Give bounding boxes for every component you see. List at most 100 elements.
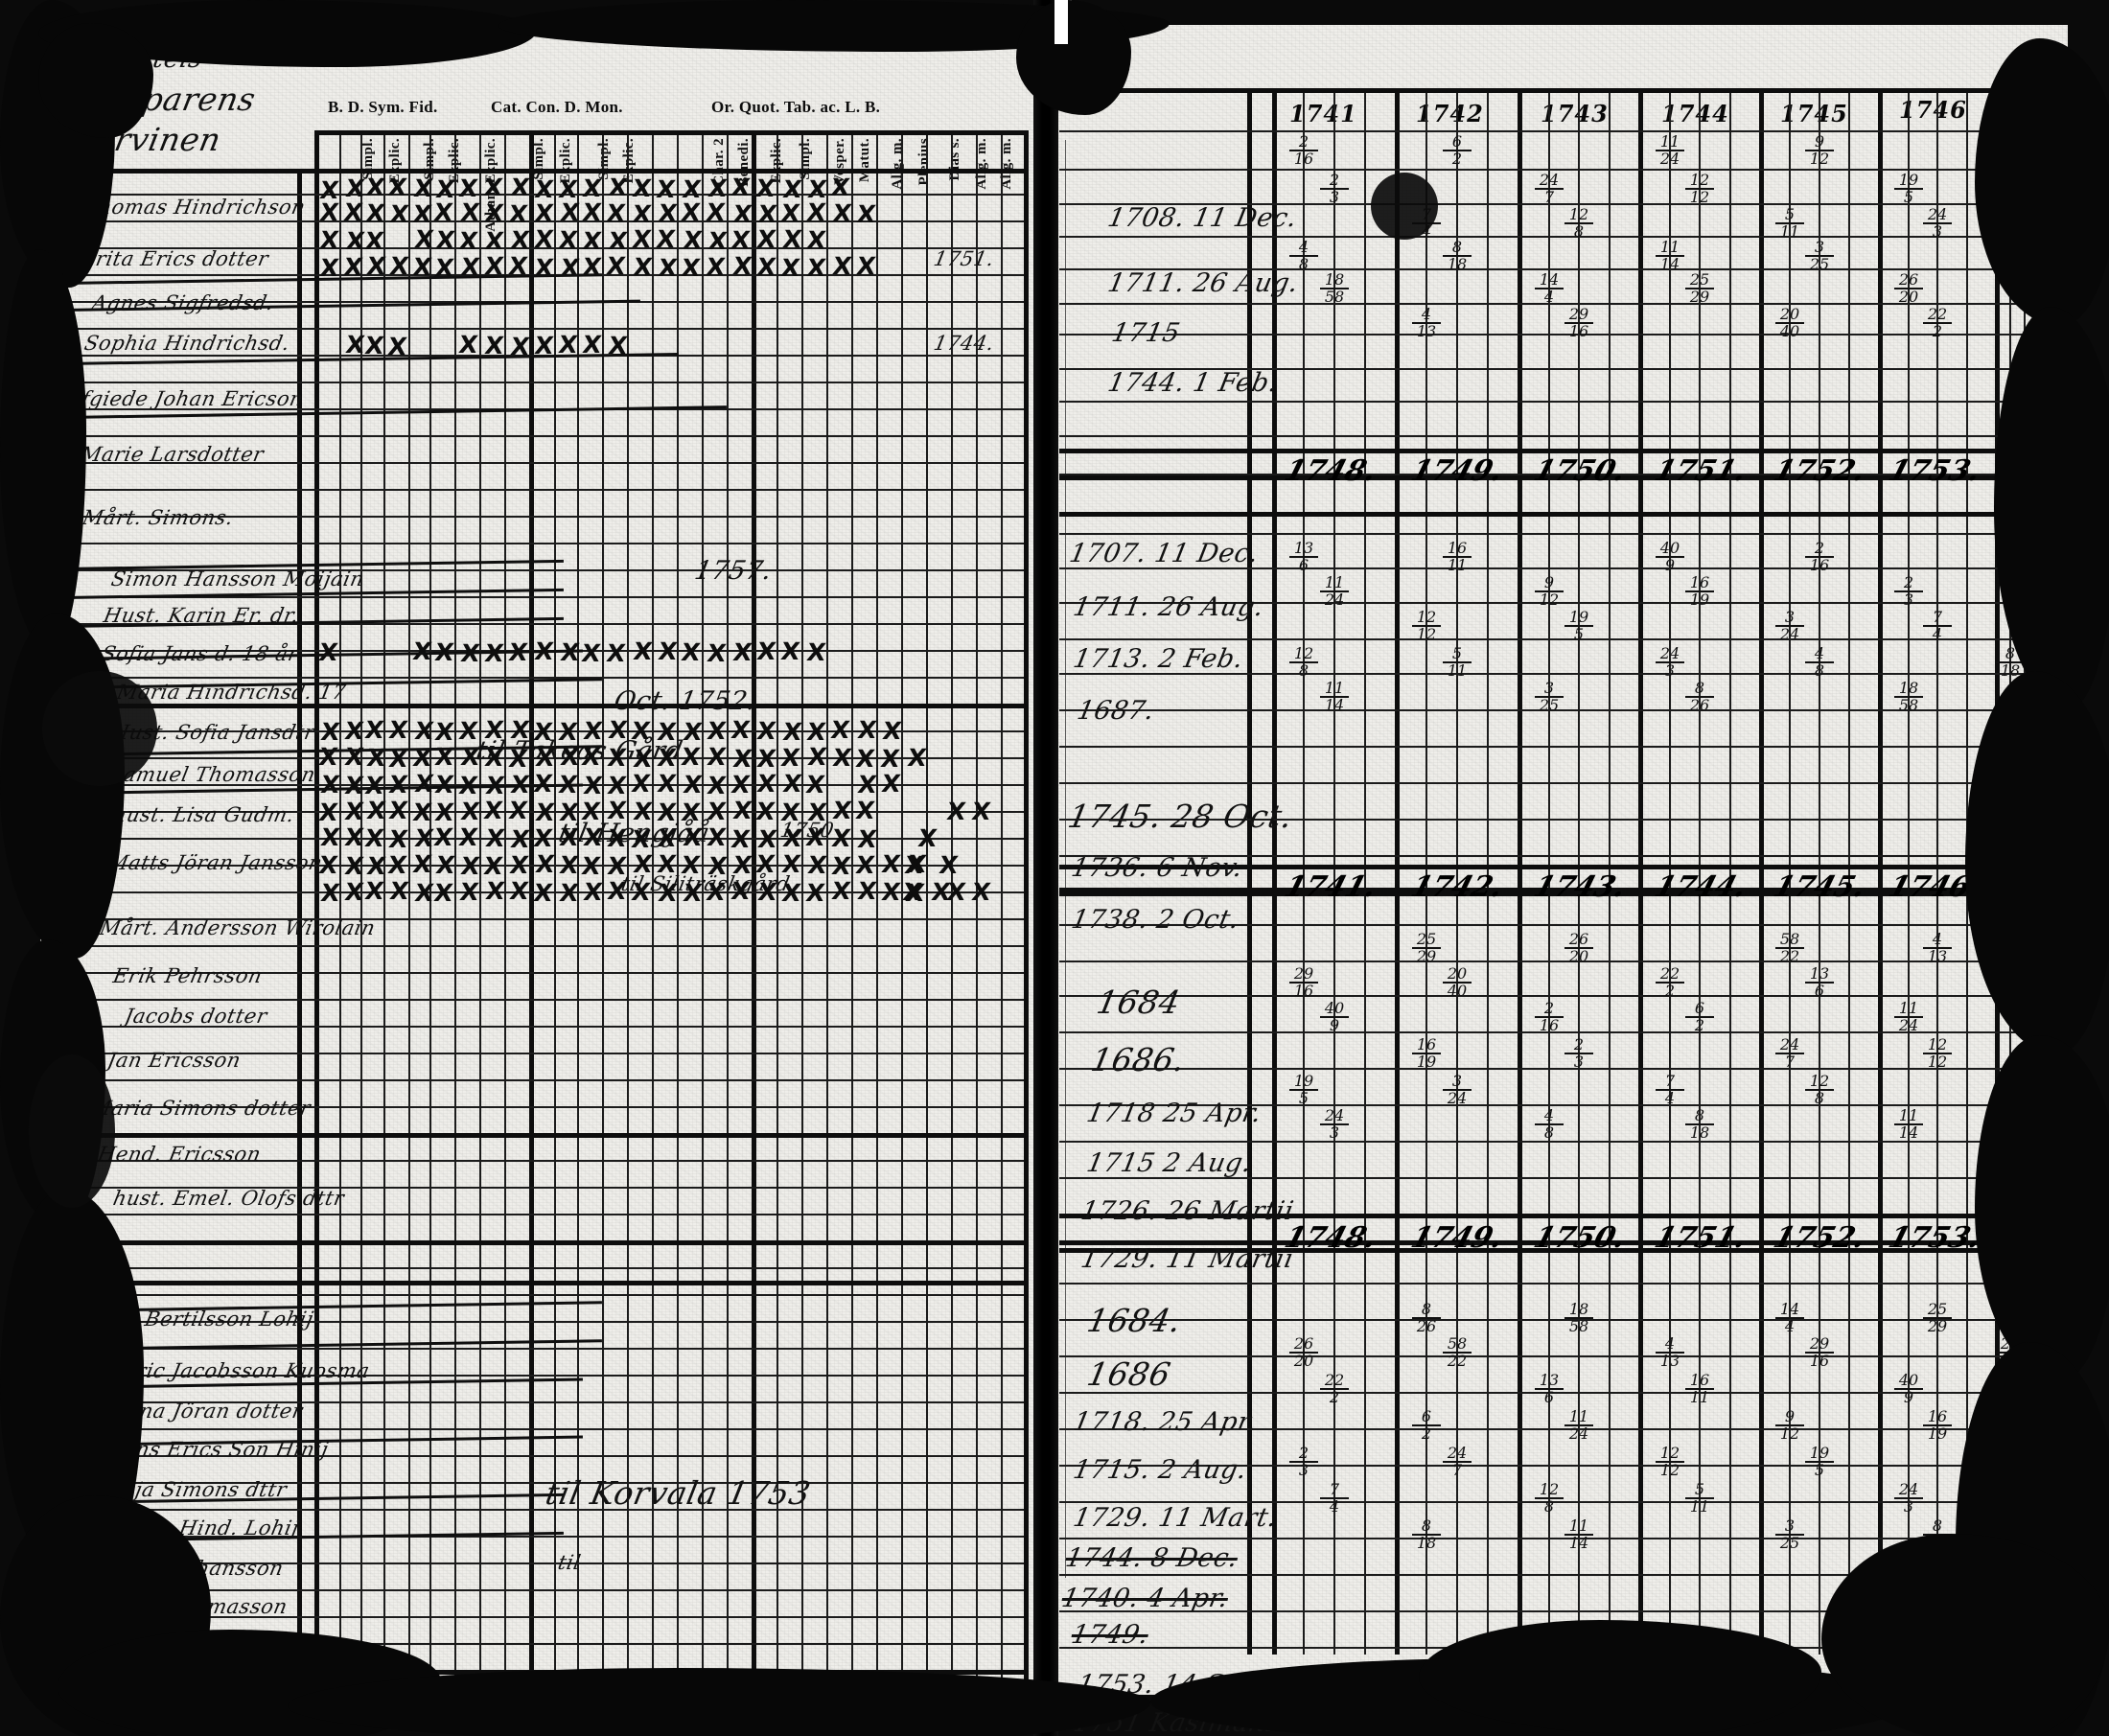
numeric-cell: 24 3 (1894, 1482, 1923, 1515)
column-rule-23 (876, 130, 878, 1695)
numeric-cell: 40 9 (1320, 1001, 1349, 1033)
numeric-cell: 18 58 (1894, 681, 1923, 713)
attendance-mark: X (755, 200, 779, 228)
row-rule-11 (54, 462, 1024, 464)
column-rule-11 (577, 130, 579, 1695)
right-row-rule-16 (1059, 638, 2056, 640)
date-b3-e2: 1718. 25 Apr. (1071, 1407, 1260, 1437)
attendance-mark: X (362, 332, 386, 359)
attendance-mark-edge: X (969, 798, 993, 825)
attendance-mark: X (729, 174, 753, 201)
right-row-rule-33 (1059, 1248, 2056, 1253)
attendance-mark: X (557, 879, 581, 907)
row-rule-24 (54, 811, 1024, 813)
name-row-3: Sophia Hindrichsd. (82, 332, 292, 355)
attendance-mark: X (829, 824, 853, 852)
numeric-cell: 12 8 (1289, 646, 1318, 679)
right-row-rule-7 (1059, 334, 2056, 336)
attendance-mark: X (364, 797, 388, 824)
right-row-rule-15 (1059, 602, 2056, 604)
row-rule-31 (54, 999, 1024, 1001)
attendance-mark: X (729, 716, 753, 744)
attendance-mark: X (854, 200, 878, 228)
attendance-mark: X (704, 253, 728, 281)
numeric-cell: 29 16 (1805, 1336, 1834, 1369)
annotation-0: 1757. (692, 556, 775, 586)
column-caption-12: Simpl. (798, 138, 813, 180)
date-b2-e2: 1718 25 Apr. (1084, 1099, 1264, 1128)
attendance-mark: X (655, 824, 679, 852)
row-rule-29 (54, 945, 1024, 947)
row-rule-51 (54, 1536, 1024, 1538)
attendance-mark-edge: X (937, 851, 961, 879)
row-rule-52 (54, 1562, 1024, 1564)
attendance-mark: X (730, 252, 754, 280)
right-row-rule-34 (1059, 1283, 2056, 1285)
right-row-rule-40 (1059, 1501, 2056, 1503)
attendance-mark: X (508, 825, 532, 853)
attendance-mark: X (317, 198, 341, 226)
attendance-mark: X (580, 253, 604, 281)
year-header-5: 1746 (1899, 96, 1967, 124)
row-rule-46 (54, 1401, 1024, 1403)
attendance-mark: X (318, 879, 342, 907)
year-sub-rule-1-2 (1456, 88, 1458, 1655)
attendance-mark: X (679, 638, 703, 666)
column-rule-28 (1001, 130, 1003, 1695)
attendance-mark: X (629, 717, 653, 745)
year-sub-rule-4-1 (1789, 88, 1791, 1655)
year-band-0-item-3: 1751. (1650, 454, 1750, 488)
row-rule-53 (54, 1589, 1024, 1591)
row-rule-37 (54, 1160, 1024, 1162)
year-group-rule-2 (1518, 88, 1522, 1655)
right-page-paper: 1741 1742 1743 1744 1745 1746 1747 1748.… (1050, 25, 2097, 1736)
attendance-mark: X (531, 879, 555, 907)
attendance-mark: X (531, 718, 555, 746)
year-band-2-item-2: 1750. (1529, 1221, 1630, 1255)
year-header-0: 1741 (1289, 100, 1357, 127)
attendance-mark: X (629, 825, 653, 853)
column-rule-27 (976, 130, 978, 1695)
attendance-mark: X (362, 227, 386, 255)
attendance-mark: X (679, 799, 703, 826)
attendance-mark: X (828, 716, 852, 744)
row-rule-20 (54, 704, 1024, 708)
right-row-rule-10 (1059, 435, 2056, 437)
column-rule-8 (504, 130, 506, 1695)
attendance-mark: X (432, 718, 456, 746)
numeric-cell: 18 58 (1564, 1302, 1593, 1334)
year-header-4: 1745 (1780, 100, 1848, 127)
name-row-21: hust. Emel. Olofs dttr (111, 1187, 347, 1210)
right-row-rule-21 (1059, 819, 2056, 821)
attendance-mark: X (481, 174, 505, 201)
attendance-mark: X (631, 745, 655, 773)
year-sub-rule-5-2 (1936, 88, 1938, 1655)
numeric-cell: 4 13 (1412, 307, 1441, 339)
date-b2-e3: 1715 2 Aug. (1084, 1148, 1255, 1178)
column-rule-7 (479, 130, 481, 1695)
row-rule-16 (54, 596, 1024, 598)
right-row-rule-22 (1059, 855, 2056, 857)
column-rule-18 (752, 130, 756, 1695)
right-row-rule-12 (1059, 512, 2056, 517)
attendance-mark: X (803, 771, 827, 799)
date-column-rule (1247, 88, 1252, 1655)
row-rule-42 (54, 1294, 1024, 1296)
attendance-mark: X (655, 718, 679, 746)
book-gutter (1033, 0, 1058, 1736)
right-row-rule-14 (1059, 567, 2056, 569)
attendance-mark: X (855, 716, 879, 744)
attendance-mark: X (830, 199, 854, 227)
name-row-13: hust. Lisa Gudm. (111, 803, 297, 826)
attendance-mark: X (681, 718, 705, 746)
attendance-mark: X (829, 877, 853, 905)
right-row-rule-38 (1059, 1428, 2056, 1430)
numeric-cell: 11 14 (1656, 240, 1684, 272)
attendance-mark: X (481, 797, 505, 824)
row-rule-22 (54, 757, 1024, 759)
